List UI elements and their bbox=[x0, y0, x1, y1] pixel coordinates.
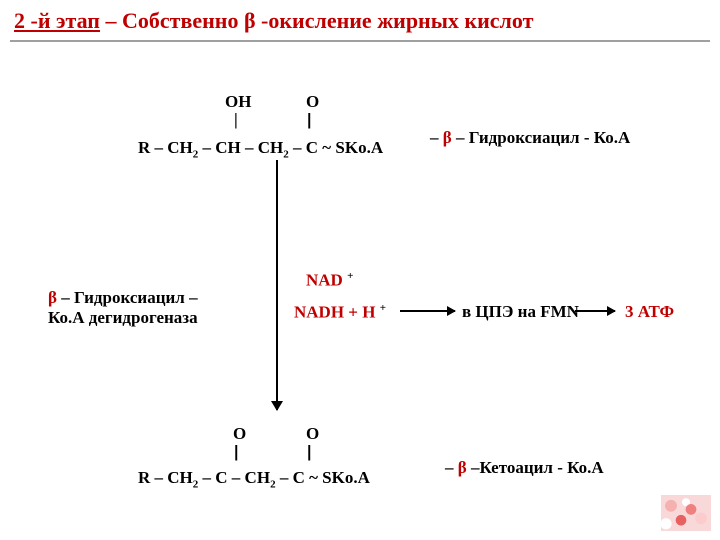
arrow-to-cpe bbox=[400, 310, 455, 312]
title-rest: Собственно β -окисление жирных кислот bbox=[122, 8, 533, 33]
page-title: 2 -й этап – Собственно β -окисление жирн… bbox=[14, 8, 533, 34]
top-label-dash: – bbox=[430, 128, 443, 147]
nadh: NADH + H + bbox=[294, 302, 386, 323]
top-chain-seg3: – C ~ SKо.A bbox=[289, 138, 383, 157]
nad-text: NAD bbox=[306, 271, 347, 290]
nadh-text: NADH + H bbox=[294, 303, 380, 322]
bottom-o1: O bbox=[233, 424, 246, 444]
bottom-label-beta: β bbox=[458, 458, 467, 477]
enzyme-line2: Ко.А дегидрогеназа bbox=[48, 308, 198, 328]
bottom-chain: R – CH2 – C – CH2 – C ~ SKо.A bbox=[138, 468, 370, 490]
enzyme-line1: β – Гидроксиацил – bbox=[48, 288, 198, 308]
bottom-label-dash: – bbox=[445, 458, 458, 477]
arrow-to-atp bbox=[575, 310, 615, 312]
nadh-sup: + bbox=[380, 302, 386, 314]
top-label-rest: – Гидроксиацил - Ко.А bbox=[452, 128, 631, 147]
top-chain-seg1: R – CH bbox=[138, 138, 193, 157]
bottom-double2: || bbox=[307, 442, 309, 462]
title-stage: 2 -й этап bbox=[14, 8, 100, 33]
nad-plus: NAD + bbox=[306, 270, 353, 291]
bottom-label: – β –Кетоацил - Ко.А bbox=[445, 458, 604, 478]
bottom-chain-seg2: – C – CH bbox=[198, 468, 270, 487]
bottom-chain-seg3: – C ~ SKо.A bbox=[276, 468, 370, 487]
title-dash: – bbox=[100, 8, 122, 33]
top-o: O bbox=[306, 92, 319, 112]
cpe-label: в ЦПЭ на FMN bbox=[462, 302, 579, 322]
bottom-double1: || bbox=[234, 442, 236, 462]
top-oh: OH bbox=[225, 92, 251, 112]
bottom-chain-seg1: R – CH bbox=[138, 468, 193, 487]
top-single-bond: | bbox=[234, 110, 238, 130]
enzyme-rest1: – Гидроксиацил – bbox=[57, 288, 198, 307]
top-label: – β – Гидроксиацил - Ко.А bbox=[430, 128, 630, 148]
top-chain: R – CH2 – CH – CH2 – C ~ SKо.A bbox=[138, 138, 383, 160]
title-underline-rule bbox=[10, 40, 710, 42]
top-chain-seg2: – CH – CH bbox=[198, 138, 283, 157]
enzyme-beta: β bbox=[48, 288, 57, 307]
atp-label: 3 АТФ bbox=[625, 302, 674, 322]
reaction-arrow-down bbox=[276, 160, 278, 410]
top-label-beta: β bbox=[443, 128, 452, 147]
bottom-o2: O bbox=[306, 424, 319, 444]
bottom-label-rest: –Кетоацил - Ко.А bbox=[467, 458, 604, 477]
nad-sup: + bbox=[347, 270, 353, 282]
top-double-bond: || bbox=[307, 110, 309, 130]
decorative-thumbnail bbox=[660, 494, 712, 532]
